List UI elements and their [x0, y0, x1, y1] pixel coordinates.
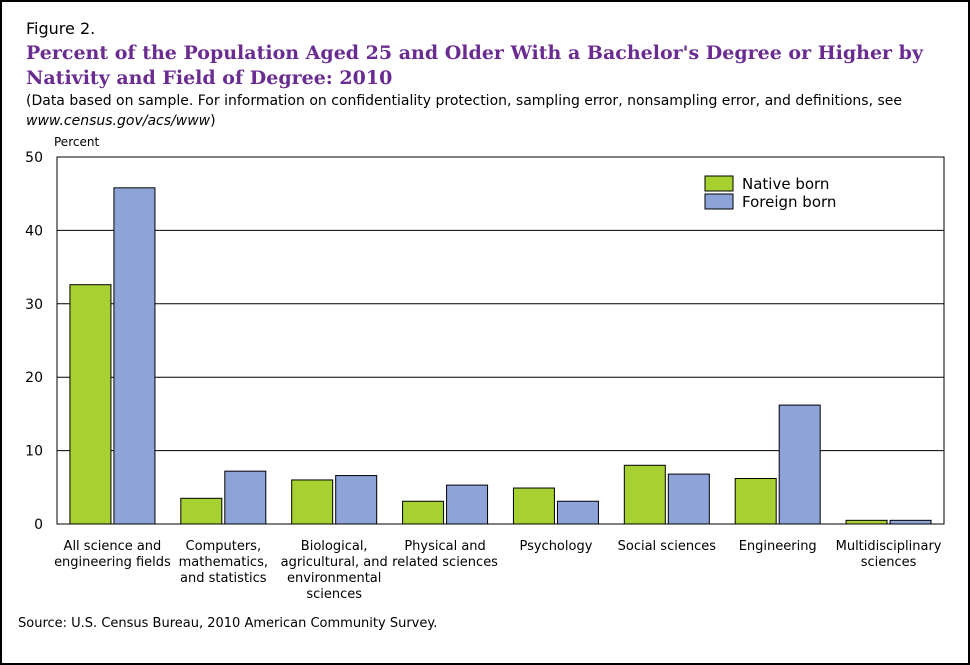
x-tick-label: Biological, agricultural, and environmenta…: [281, 539, 388, 602]
bar-foreign: [778, 404, 821, 525]
bar-native: [69, 284, 112, 525]
y-tick-label: 20: [25, 370, 43, 386]
x-tick-label: Computers, mathematics, and statistics: [179, 539, 268, 586]
y-tick-label: 40: [25, 223, 43, 239]
y-tick-label: 30: [25, 297, 43, 313]
legend-label: Native born: [742, 175, 829, 193]
bar-foreign: [556, 500, 599, 525]
subtitle-close: ): [210, 113, 216, 129]
x-tick-labels: All science and engineering fields Compute…: [54, 539, 942, 602]
y-tick-label: 10: [25, 444, 43, 460]
y-tick-label: 0: [34, 517, 43, 533]
subtitle-text: (Data based on sample. For information o…: [26, 93, 902, 109]
bar-native: [512, 487, 555, 525]
bar-native: [845, 519, 888, 525]
bar-foreign: [335, 475, 378, 525]
x-tick-label: Social sciences: [618, 539, 717, 554]
x-tick-label: Multidisciplinary sciences: [836, 539, 942, 570]
bar-native: [291, 479, 334, 525]
bar-native: [180, 497, 223, 525]
chart-title: Percent of the Population Aged 25 and Ol…: [26, 42, 924, 89]
bar-foreign: [224, 470, 267, 525]
legend-swatch: [704, 193, 734, 210]
source-note: Source: U.S. Census Bureau, 2010 America…: [18, 616, 438, 631]
census-link[interactable]: www.census.gov/acs/www: [26, 113, 211, 129]
bar-foreign: [667, 473, 710, 525]
legend-label: Foreign born: [742, 193, 836, 211]
x-tick-label: Engineering: [739, 539, 817, 554]
bar-foreign: [889, 519, 932, 525]
bar-foreign: [113, 187, 156, 525]
x-tick-label: Physical and related sciences: [392, 539, 498, 570]
bar-native: [623, 464, 666, 525]
y-axis-label: Percent: [54, 135, 99, 149]
legend-swatch: [704, 175, 734, 192]
bar-native: [734, 477, 777, 525]
bars: [69, 187, 932, 525]
x-tick-label: All science and engineering fields: [54, 539, 171, 570]
y-tick-labels: 0 10 20 30 40 50: [25, 150, 43, 533]
bar-foreign: [446, 484, 489, 525]
chart-subtitle: (Data based on sample. For information o…: [26, 91, 926, 131]
bar-native: [402, 500, 445, 525]
y-tick-label: 50: [25, 150, 43, 166]
figure-label: Figure 2.: [26, 19, 96, 38]
plot-border: [56, 156, 945, 525]
x-tick-label: Psychology: [519, 539, 592, 554]
